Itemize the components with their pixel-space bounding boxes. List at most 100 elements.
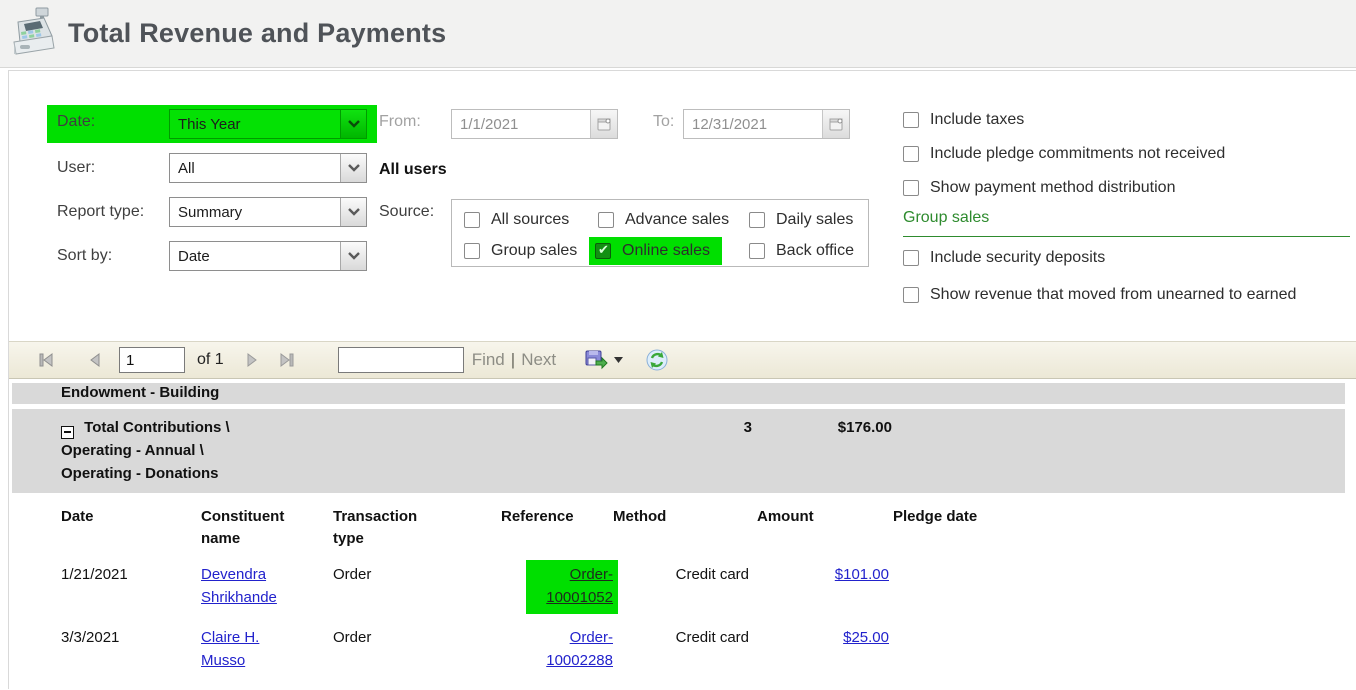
checkbox-label: Online sales (622, 242, 711, 259)
checkbox[interactable] (598, 212, 614, 228)
chevron-down-icon[interactable] (340, 242, 366, 270)
cell-type: Order (333, 566, 372, 583)
reference-link-highlighted[interactable]: Order-10001052 (526, 560, 618, 614)
checkbox[interactable] (749, 243, 765, 259)
col-header-pledge-date: Pledge date (893, 508, 978, 525)
find-text-input[interactable] (337, 347, 464, 373)
source-label: Source: (379, 203, 435, 220)
to-label: To: (653, 113, 675, 130)
from-date-field[interactable] (451, 109, 618, 139)
date-filter-label: Date: (57, 113, 96, 130)
group-sales-section-title: Group sales (903, 209, 990, 226)
table-row: 1/21/2021 Devendra Shrikhande Order Orde… (9, 554, 1109, 617)
cell-pledge-date (893, 617, 1109, 678)
source-option-online-sales[interactable]: Online sales (589, 237, 723, 265)
page-number-input[interactable] (119, 347, 185, 373)
cell-pledge-date (893, 554, 1109, 617)
calendar-icon[interactable] (590, 110, 617, 138)
export-dropdown-caret[interactable] (614, 357, 624, 363)
source-options-box: All sources Advance sales Daily sales Gr… (451, 199, 869, 267)
checkbox-checked[interactable] (595, 242, 611, 259)
group-sales-divider (903, 236, 1350, 237)
chevron-down-icon[interactable] (340, 110, 366, 138)
report-body: Endowment - Building Total Contributions… (9, 379, 1356, 690)
option-include-pledge[interactable]: Include pledge commitments not received (903, 145, 1225, 163)
amount-link[interactable]: $25.00 (843, 629, 889, 646)
checkbox[interactable] (749, 212, 765, 228)
option-show-payment-method[interactable]: Show payment method distribution (903, 179, 1175, 197)
checkbox[interactable] (903, 112, 919, 128)
source-option-back-office[interactable]: Back office (749, 242, 854, 260)
cell-constituent: Daniel Craig (201, 678, 333, 690)
summary-line1: Total Contributions \ (84, 419, 230, 436)
date-filter-select[interactable]: This Year (169, 109, 367, 139)
cell-method: Credit card (675, 629, 749, 646)
option-include-taxes[interactable]: Include taxes (903, 111, 1024, 129)
cell-constituent: Claire H. Musso (201, 617, 333, 678)
cell-date: 4/26/2021 (61, 678, 201, 690)
checkbox[interactable] (464, 243, 480, 259)
col-header-amount: Amount (757, 508, 814, 525)
source-option-all-sources[interactable]: All sources (464, 211, 569, 229)
user-filter-select[interactable]: All (169, 153, 367, 183)
source-option-group-sales[interactable]: Group sales (464, 242, 577, 260)
report-type-value: Summary (178, 203, 243, 221)
cell-reference: Order-10002288 (501, 617, 613, 678)
reference-link[interactable]: Order-10002288 (546, 629, 613, 669)
checkbox-label: Daily sales (776, 211, 854, 228)
amount-link[interactable]: $101.00 (834, 566, 889, 583)
find-link[interactable]: Find (471, 350, 505, 369)
checkbox-label: Include security deposits (930, 249, 1106, 266)
table-header-row: Date Constituent name Transaction type R… (9, 500, 1109, 554)
chevron-down-icon[interactable] (340, 198, 366, 226)
from-label: From: (379, 113, 421, 130)
cell-constituent: Devendra Shrikhande (201, 554, 333, 617)
checkbox[interactable] (903, 180, 919, 196)
from-date-input[interactable] (452, 115, 590, 133)
page-header: Total Revenue and Payments (0, 0, 1356, 68)
checkbox-label: Include taxes (930, 111, 1025, 128)
all-users-note: All users (379, 161, 447, 178)
report-toolbar: of 1 Find | Next (9, 341, 1356, 379)
page-title: Total Revenue and Payments (68, 18, 447, 48)
checkbox[interactable] (903, 287, 919, 303)
option-show-revenue-moved[interactable]: Show revenue that moved from unearned to… (903, 286, 1296, 304)
constituent-link[interactable]: Devendra Shrikhande (201, 566, 277, 606)
checkbox[interactable] (464, 212, 480, 228)
option-include-security-deposits[interactable]: Include security deposits (903, 249, 1105, 267)
to-date-input[interactable] (684, 115, 822, 133)
checkbox[interactable] (903, 146, 919, 162)
cell-method: Credit card (675, 566, 749, 583)
first-page-icon[interactable] (39, 353, 55, 367)
constituent-link[interactable]: Claire H. Musso (201, 629, 260, 669)
user-filter-value: All (178, 159, 195, 177)
checkbox-label: Show revenue that moved from unearned to… (930, 286, 1297, 303)
source-option-advance-sales[interactable]: Advance sales (598, 211, 729, 229)
to-date-field[interactable] (683, 109, 850, 139)
checkbox[interactable] (903, 250, 919, 266)
previous-page-icon[interactable] (89, 353, 101, 367)
cell-date: 3/3/2021 (61, 629, 120, 646)
next-page-icon[interactable] (246, 353, 258, 367)
checkbox-label: Include pledge commitments not received (930, 145, 1226, 162)
last-page-icon[interactable] (278, 353, 294, 367)
collapse-icon[interactable] (61, 425, 74, 439)
refresh-icon[interactable] (645, 348, 669, 372)
calendar-icon[interactable] (822, 110, 849, 138)
col-header-date: Date (61, 508, 94, 525)
cell-pledge-date (893, 678, 1109, 690)
transactions-table: Date Constituent name Transaction type R… (9, 500, 1109, 690)
checkbox-label: Advance sales (625, 211, 730, 228)
source-option-daily-sales[interactable]: Daily sales (749, 211, 853, 229)
col-header-transaction-type: Transaction type (333, 508, 418, 547)
sort-by-select[interactable]: Date (169, 241, 367, 271)
col-header-reference: Reference (501, 508, 574, 525)
cell-method: Credit card (613, 678, 757, 690)
next-link[interactable]: Next (521, 350, 557, 369)
export-icon[interactable] (584, 350, 608, 370)
col-header-method: Method (613, 508, 667, 525)
group-row-endowment: Endowment - Building (12, 383, 1345, 404)
report-type-select[interactable]: Summary (169, 197, 367, 227)
chevron-down-icon[interactable] (340, 154, 366, 182)
cell-amount: $25.00 (757, 617, 893, 678)
